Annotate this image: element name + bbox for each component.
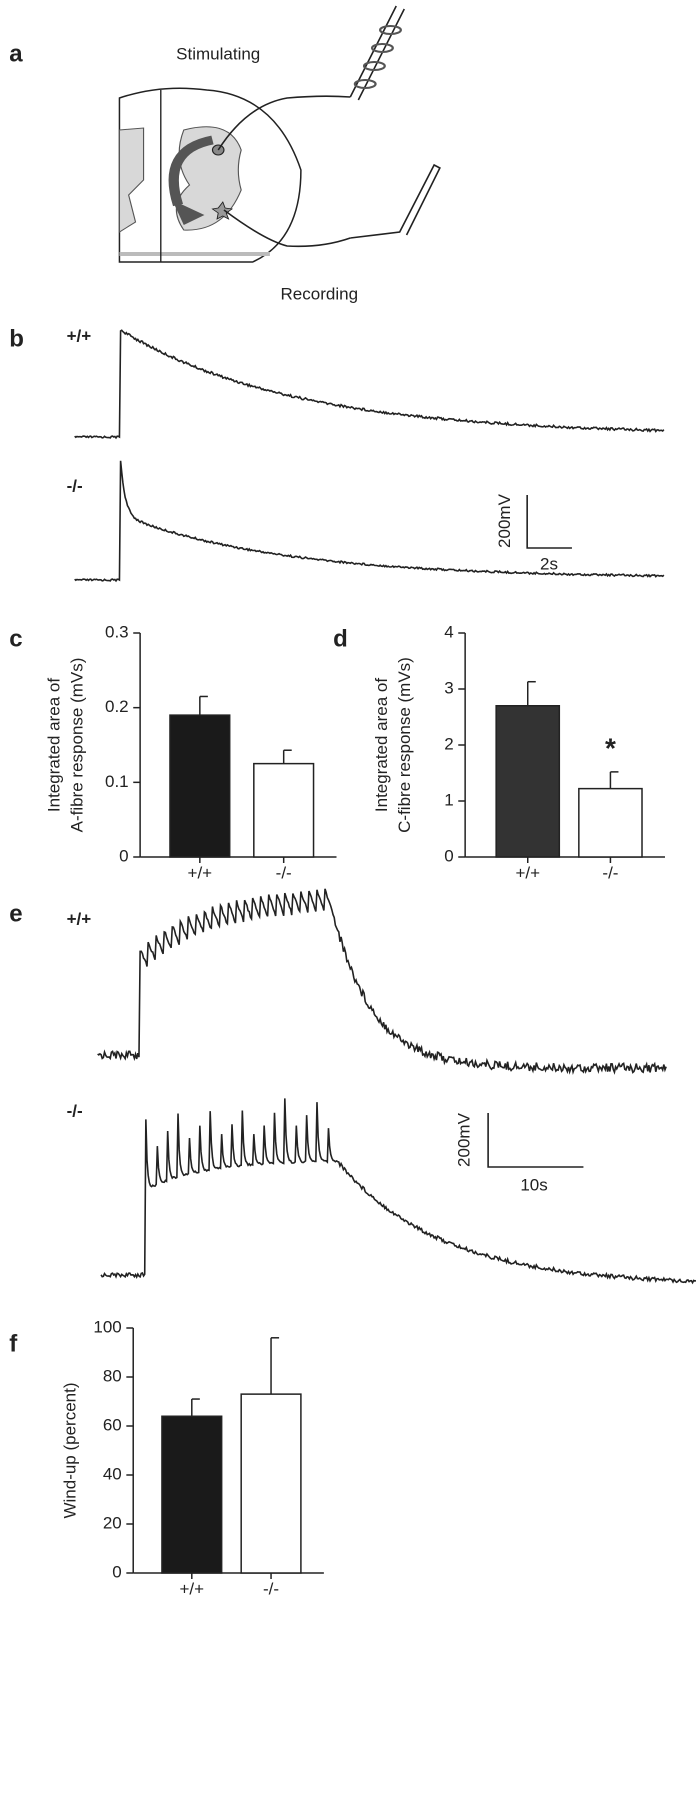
scale-label: 200mV [495,493,514,548]
y-axis-label: C-fibre response (mVs) [395,657,414,833]
panel-label: a [9,40,23,67]
genotype-label: -/- [67,476,83,495]
bar [496,706,559,857]
y-axis-label: Integrated area of [372,678,391,812]
y-tick-label: 0 [444,846,453,865]
y-tick-label: 80 [103,1366,122,1385]
x-tick-label: +/+ [180,1579,205,1598]
y-tick-label: 100 [93,1317,121,1336]
y-tick-label: 0.1 [105,772,129,791]
y-axis-label: A-fibre response (mVs) [68,658,87,833]
scale-label: 2s [540,554,558,573]
trace [98,889,667,1073]
bar [579,789,642,857]
panel-label: c [9,625,22,652]
diagram-label: Recording [281,284,359,303]
scale-label: 200mV [455,1112,474,1167]
y-tick-label: 4 [444,622,453,641]
diagram-label: Stimulating [176,44,260,63]
scale-label: 10s [520,1175,547,1194]
genotype-label: +/+ [67,909,92,928]
scale-bar [527,495,572,548]
panel-label: d [333,625,348,652]
trace [75,461,664,581]
trace [75,330,664,438]
y-tick-label: 20 [103,1513,122,1532]
figure-layout [75,6,696,1579]
panel-label: f [9,1330,18,1357]
x-tick-label: -/- [276,863,292,882]
annotation: * [605,732,616,763]
spinal-cord-diagram [119,6,439,262]
y-axis-label: Integrated area of [45,678,64,812]
x-tick-label: +/+ [188,863,213,882]
panel-label: b [9,325,24,352]
y-tick-label: 0 [112,1562,121,1581]
y-tick-label: 0 [119,846,128,865]
bar [254,764,314,857]
trace [101,1098,696,1282]
y-tick-label: 1 [444,790,453,809]
genotype-label: -/- [67,1101,83,1120]
bar [241,1394,301,1573]
y-tick-label: 40 [103,1464,122,1483]
y-tick-label: 2 [444,734,453,753]
genotype-label: +/+ [67,326,92,345]
y-tick-label: 0.3 [105,622,129,641]
y-tick-label: 60 [103,1415,122,1434]
bar [162,1416,222,1573]
x-tick-label: +/+ [515,863,540,882]
y-axis-label: Wind-up (percent) [61,1382,80,1518]
panel-label: e [9,900,22,927]
x-tick-label: -/- [263,1579,279,1598]
bar [170,715,230,857]
y-tick-label: 0.2 [105,697,129,716]
x-tick-label: -/- [602,863,618,882]
scale-bar [488,1113,583,1167]
y-tick-label: 3 [444,678,453,697]
